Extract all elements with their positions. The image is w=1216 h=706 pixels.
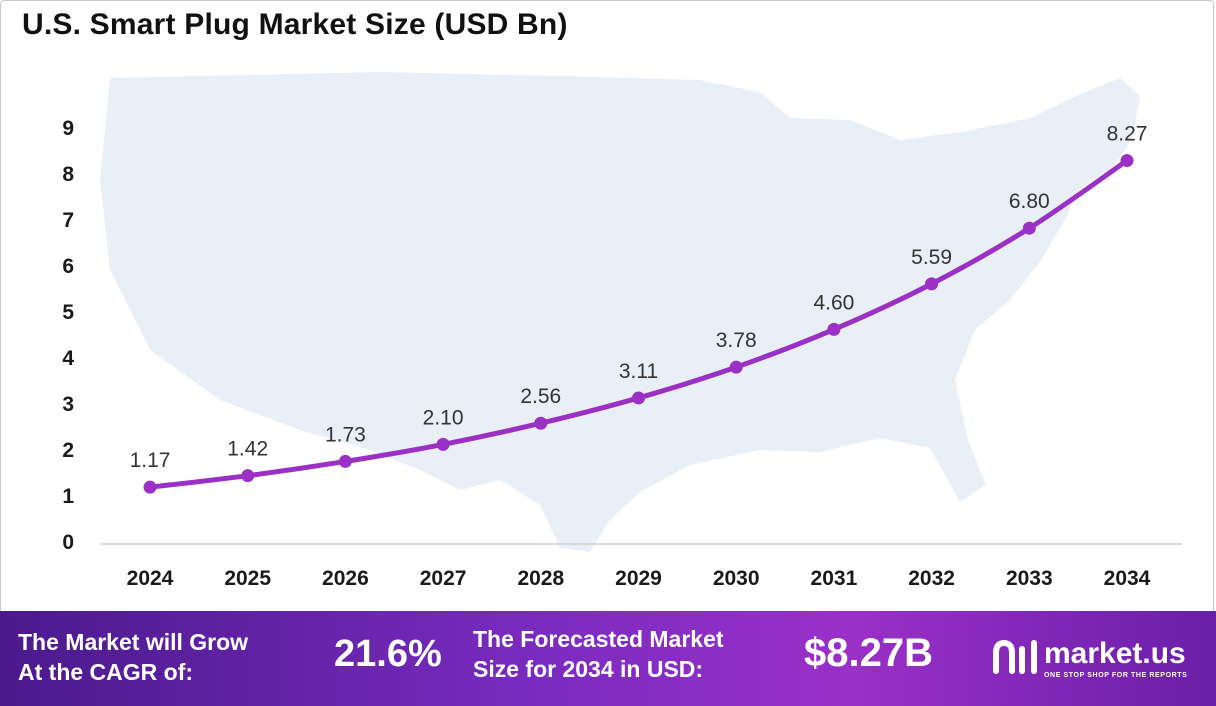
data-label: 3.11 — [619, 360, 658, 383]
data-label: 5.59 — [911, 246, 952, 269]
cagr-text: The Market will Grow At the CAGR of: — [18, 629, 249, 685]
us-map-silhouette — [100, 72, 1140, 552]
y-tick-label: 1 — [62, 485, 74, 508]
y-tick-label: 7 — [62, 209, 74, 232]
data-label: 8.27 — [1107, 123, 1148, 146]
data-label: 1.73 — [325, 423, 366, 446]
market-us-logo-icon — [993, 639, 1037, 674]
x-tick-label: 2026 — [322, 567, 369, 590]
forecast-value: $8.27B — [804, 631, 933, 675]
data-point — [925, 277, 939, 291]
y-tick-label: 5 — [62, 301, 74, 324]
data-point — [632, 391, 645, 405]
data-label: 1.17 — [130, 449, 171, 472]
chart-title: U.S. Smart Plug Market Size (USD Bn) — [22, 8, 568, 41]
y-tick-label: 8 — [62, 163, 74, 186]
data-point — [436, 437, 450, 451]
data-labels: 1.17 1.42 1.73 2.10 2.56 3.11 3.78 4.60 5.59 6.80… — [130, 123, 1148, 473]
data-label: 3.78 — [716, 329, 757, 352]
x-tick-label: 2027 — [420, 567, 467, 590]
cagr-value: 21.6% — [334, 633, 442, 675]
y-tick-label: 6 — [62, 255, 74, 278]
x-tick-label: 2034 — [1104, 567, 1151, 590]
brand-logo: market.us ONE STOP SHOP FOR THE REPORTS — [992, 635, 1212, 685]
y-tick-label: 4 — [62, 347, 74, 370]
brand-name: market.us — [1044, 637, 1186, 670]
x-axis-ticks: 2024 2025 2026 2027 2028 2029 2030 2031 2032 2033… — [127, 567, 1151, 590]
x-tick-label: 2032 — [908, 567, 955, 590]
series-line — [147, 158, 1130, 490]
x-tick-label: 2033 — [1006, 567, 1053, 590]
x-tick-label: 2028 — [517, 567, 564, 590]
x-tick-label: 2031 — [811, 567, 858, 590]
data-point — [143, 480, 157, 494]
x-tick-label: 2029 — [615, 567, 662, 590]
data-label: 1.42 — [227, 438, 268, 461]
forecast-text: The Forecasted Market Size for 2034 in U… — [473, 626, 724, 682]
x-tick-label: 2024 — [127, 567, 174, 590]
brand-tagline: ONE STOP SHOP FOR THE REPORTS — [1044, 672, 1188, 679]
data-point — [241, 469, 255, 483]
data-point — [1022, 221, 1036, 235]
y-tick-label: 2 — [62, 439, 74, 462]
data-points — [143, 154, 1134, 494]
data-label: 2.10 — [423, 406, 464, 429]
y-axis-ticks: 0 1 2 3 4 5 6 7 8 9 — [62, 117, 74, 554]
y-tick-label: 0 — [62, 531, 74, 554]
data-label: 6.80 — [1009, 190, 1050, 213]
y-tick-label: 3 — [62, 393, 74, 416]
data-point — [534, 416, 548, 430]
x-tick-label: 2030 — [713, 567, 760, 590]
data-point — [827, 322, 841, 336]
footer-banner: The Market will Grow At the CAGR of: 21.… — [0, 611, 1216, 706]
data-point — [729, 360, 743, 374]
data-point — [1120, 154, 1134, 168]
data-label: 2.56 — [520, 385, 561, 408]
data-point — [338, 454, 352, 468]
data-label: 4.60 — [813, 291, 854, 314]
x-tick-label: 2025 — [224, 567, 271, 590]
y-tick-label: 9 — [62, 117, 74, 140]
